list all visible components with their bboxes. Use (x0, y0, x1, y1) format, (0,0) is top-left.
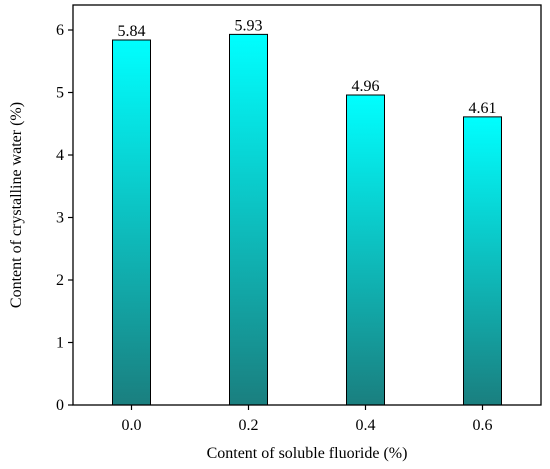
data-label-0.2: 5.93 (235, 17, 263, 34)
bar-0.0 (112, 39, 151, 406)
bar-0.2 (229, 33, 268, 406)
y-tick-label: 3 (56, 210, 64, 227)
bar-0.4 (346, 94, 385, 406)
data-label-0.4: 4.96 (352, 78, 380, 95)
x-tick-label: 0.6 (473, 417, 493, 434)
y-tick-label: 2 (56, 272, 64, 289)
y-tick-label: 0 (56, 397, 64, 414)
bars-group (112, 33, 502, 406)
y-tick-label: 4 (56, 147, 64, 164)
x-tick-label: 0.0 (122, 417, 142, 434)
data-label-0.0: 5.84 (118, 23, 146, 40)
x-axis-ticks: 0.0 0.2 0.4 0.6 (122, 405, 493, 434)
y-tick-label: 6 (56, 22, 64, 39)
y-tick-label: 5 (56, 85, 64, 102)
data-labels-group: 5.84 5.93 4.96 4.61 (118, 17, 497, 117)
x-tick-label: 0.4 (356, 417, 376, 434)
y-axis-label: Content of crystalline water (%) (8, 102, 25, 308)
x-tick-label: 0.2 (239, 417, 259, 434)
y-axis-ticks: 0 1 2 3 4 5 6 (56, 22, 73, 414)
plot-frame (72, 4, 542, 406)
y-tick-label: 1 (56, 335, 64, 352)
x-axis-label: Content of soluble fluoride (%) (207, 445, 408, 462)
bar-0.6 (463, 116, 502, 406)
data-label-0.6: 4.61 (469, 100, 497, 117)
